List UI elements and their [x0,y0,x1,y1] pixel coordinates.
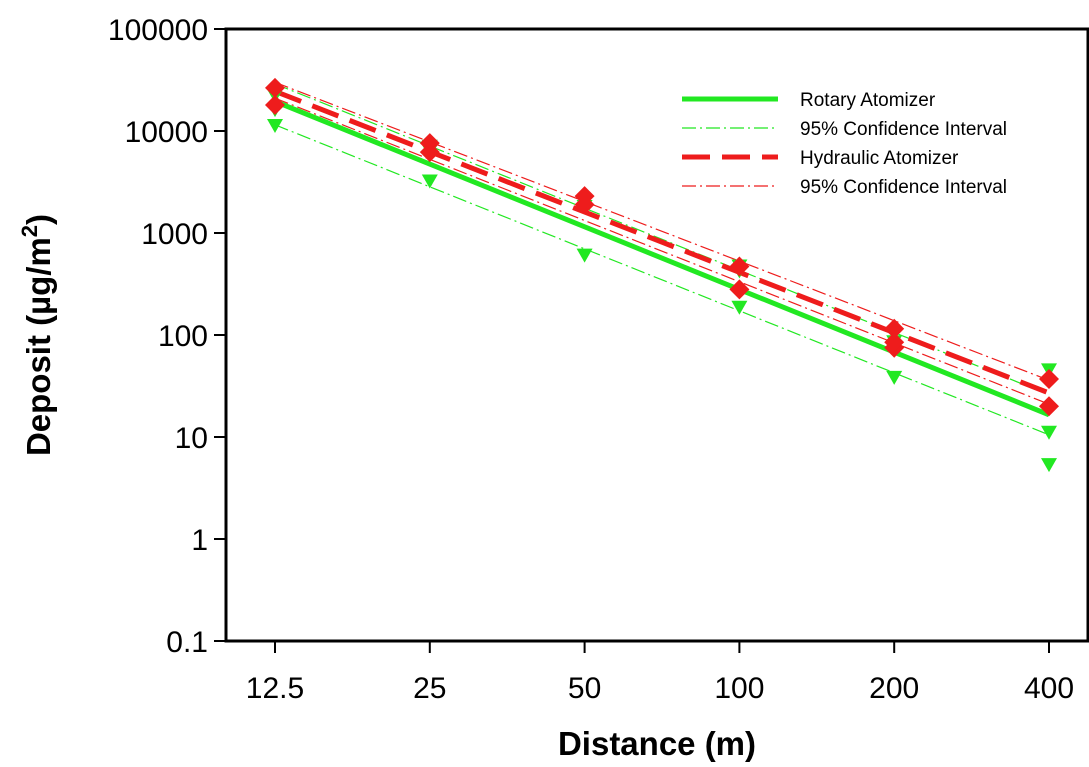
y-tick-label: 100000 [108,14,208,47]
y-axis-title-close: ) [20,214,57,225]
rotary-data-point [1041,425,1057,440]
x-tick-label: 100 [714,672,764,705]
rotary-data-point [421,174,438,189]
rotary-data-point [267,118,283,133]
hydraulic-data-point [1039,369,1059,390]
hydraulic-data-point [884,332,905,353]
confidence-interval-line [274,124,1050,436]
confidence-interval-line [274,97,1050,405]
rotary-data-point [731,300,748,315]
x-axis: 12.5 25 50 100 200 400 [246,641,1074,705]
hydraulic-data-point [884,318,905,339]
x-tick-label: 50 [568,672,601,705]
rotary-data-point [576,248,593,263]
y-tick-label: 1 [191,524,208,557]
hydraulic-data-point [1039,396,1059,417]
y-tick-label: 0.1 [166,626,208,659]
x-tick-label: 400 [1024,672,1074,705]
confidence-interval-lines [274,81,1050,436]
data-markers [265,77,1059,473]
legend: Rotary Atomizer 95% Confidence Interval Hy… [682,90,1007,198]
confidence-interval-line [274,81,1050,381]
y-tick-label: 100 [158,320,208,353]
legend-label: Hydraulic Atomizer [800,148,959,169]
rotary-data-point [886,370,903,385]
y-axis: 0.1 1 10 100 1000 10000 100000 [108,14,226,659]
confidence-interval-line [274,83,1050,396]
y-axis-title-superscript: 2 [17,225,42,237]
hydraulic-data-point [265,77,285,98]
y-tick-label: 10000 [125,116,208,149]
hydraulic-data-point [265,94,285,115]
hydraulic-data-point [419,133,440,154]
legend-label: 95% Confidence Interval [800,177,1007,198]
y-tick-label: 10 [175,422,208,455]
x-axis-title: Distance (m) [558,725,756,762]
x-tick-label: 200 [869,672,919,705]
fit-lines [274,88,1050,418]
x-tick-label: 25 [413,672,446,705]
y-tick-label: 1000 [141,218,208,251]
rotary-fit-line [274,99,1050,418]
hydraulic-fit-line [274,88,1050,396]
legend-label: 95% Confidence Interval [800,119,1007,140]
hydraulic-data-point [729,279,750,300]
x-tick-label: 12.5 [246,672,304,705]
hydraulic-data-point [729,256,750,277]
y-axis-title-main: Deposit (µg/m [20,237,57,456]
y-axis-title: Deposit (µg/m2) [17,214,57,456]
legend-label: Rotary Atomizer [800,90,936,111]
hydraulic-data-point [574,186,595,207]
rotary-data-point [1041,458,1057,473]
